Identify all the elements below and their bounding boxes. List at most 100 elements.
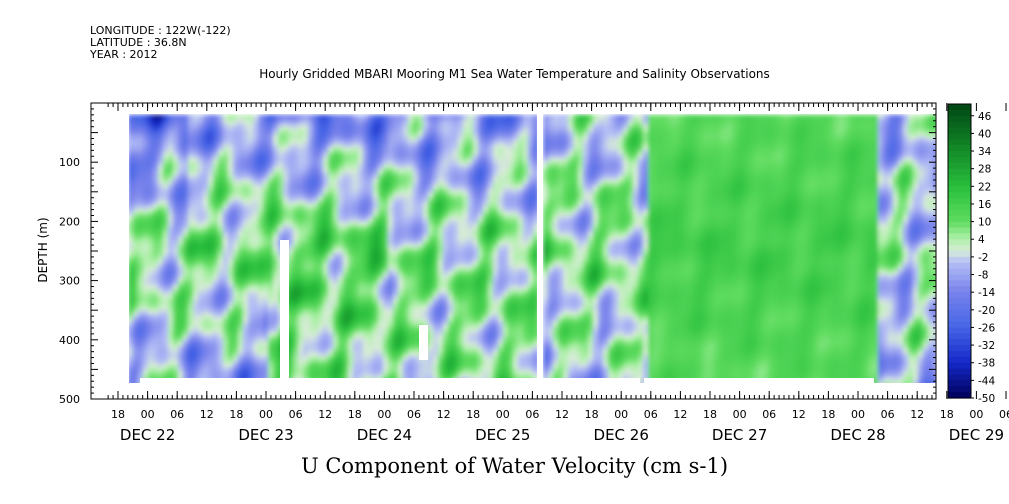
heatmap-cell (403, 288, 409, 294)
heatmap-cell (213, 193, 219, 198)
heatmap-cell (233, 118, 239, 123)
heatmap-cell (343, 288, 349, 294)
heatmap-cell (158, 296, 164, 301)
heatmap-cell (423, 161, 429, 166)
heatmap-cell (278, 228, 284, 234)
heatmap-cell (323, 324, 329, 329)
heatmap-cell (348, 221, 354, 226)
heatmap-cell (268, 129, 274, 134)
heatmap-cell (268, 153, 274, 159)
heatmap-cell (388, 136, 394, 141)
heatmap-cell (303, 310, 309, 315)
heatmap-cell (178, 264, 184, 269)
heatmap-cell (163, 146, 169, 152)
heatmap-cell (173, 193, 179, 198)
heatmap-cell (418, 129, 424, 134)
heatmap-cell (183, 136, 189, 141)
heatmap-cell (223, 168, 229, 173)
heatmap-cell (218, 356, 224, 361)
heatmap-cell (288, 356, 294, 361)
heatmap-cell (263, 310, 269, 315)
heatmap-cell (138, 267, 144, 273)
heatmap-cell (373, 281, 379, 287)
heatmap-cell (153, 274, 159, 280)
heatmap-cell (248, 161, 254, 166)
heatmap-cell (248, 125, 254, 131)
heatmap-cell (183, 161, 189, 166)
heatmap-cell (418, 256, 424, 262)
heatmap-cell (158, 164, 164, 170)
heatmap-cell (438, 143, 444, 148)
heatmap-cell (223, 125, 229, 131)
heatmap-cell (358, 210, 364, 216)
heatmap-cell (393, 164, 399, 170)
heatmap-cell (413, 168, 419, 173)
heatmap-cell (398, 136, 404, 141)
heatmap-cell (323, 225, 329, 230)
heatmap-cell (273, 121, 279, 127)
heatmap-cell (233, 161, 239, 166)
heatmap-cell (163, 196, 169, 202)
heatmap-cell (343, 274, 349, 280)
heatmap-cell (348, 349, 354, 354)
heatmap-cell (318, 214, 324, 219)
heatmap-cell (428, 253, 434, 258)
heatmap-cell (298, 114, 304, 120)
heatmap-cell (228, 150, 234, 155)
heatmap-cell (383, 139, 389, 145)
heatmap-cell (198, 157, 204, 163)
heatmap-cell (258, 200, 264, 205)
heatmap-cell (173, 136, 179, 141)
heatmap-cell (338, 242, 344, 248)
heatmap-cell (318, 114, 324, 120)
heatmap-cell (363, 203, 369, 209)
heatmap-cell (303, 349, 309, 354)
heatmap-cell (248, 157, 254, 163)
heatmap-cell (158, 129, 164, 134)
heatmap-cell (388, 242, 394, 248)
heatmap-cell (158, 338, 164, 344)
heatmap-cell (403, 345, 409, 351)
heatmap-cell (163, 370, 169, 376)
heatmap-cell (343, 143, 349, 148)
heatmap-cell (323, 285, 329, 290)
heatmap-cell (398, 185, 404, 191)
heatmap-cell (413, 374, 419, 379)
heatmap-cell (213, 225, 219, 230)
heatmap-cell (178, 161, 184, 166)
heatmap-cell (203, 203, 209, 209)
heatmap-cell (213, 210, 219, 216)
heatmap-cell (368, 352, 374, 358)
heatmap-cell (343, 217, 349, 223)
heatmap-cell (373, 118, 379, 123)
heatmap-cell (348, 114, 354, 120)
heatmap-cell (273, 207, 279, 212)
heatmap-cell (183, 285, 189, 290)
heatmap-cell (128, 359, 134, 365)
heatmap-cell (193, 121, 199, 127)
heatmap-cell (428, 196, 434, 202)
heatmap-cell (218, 239, 224, 244)
heatmap-cell (268, 267, 274, 273)
heatmap-cell (138, 253, 144, 258)
heatmap-cell (143, 256, 149, 262)
heatmap-cell (258, 317, 264, 322)
heatmap-cell (268, 342, 274, 347)
heatmap-cell (203, 193, 209, 198)
heatmap-cell (168, 370, 174, 376)
heatmap-cell (428, 359, 434, 365)
heatmap-cell (213, 281, 219, 287)
heatmap-cell (288, 207, 294, 212)
heatmap-cell (188, 207, 194, 212)
heatmap-cell (388, 303, 394, 308)
heatmap-cell (383, 363, 389, 369)
heatmap-cell (313, 168, 319, 173)
heatmap-cell (243, 310, 249, 315)
heatmap-cell (313, 367, 319, 372)
heatmap-cell (348, 157, 354, 163)
heatmap-cell (348, 288, 354, 294)
heatmap-cell (363, 249, 369, 255)
heatmap-cell (393, 232, 399, 237)
heatmap-cell (168, 335, 174, 340)
heatmap-cell (208, 139, 214, 145)
